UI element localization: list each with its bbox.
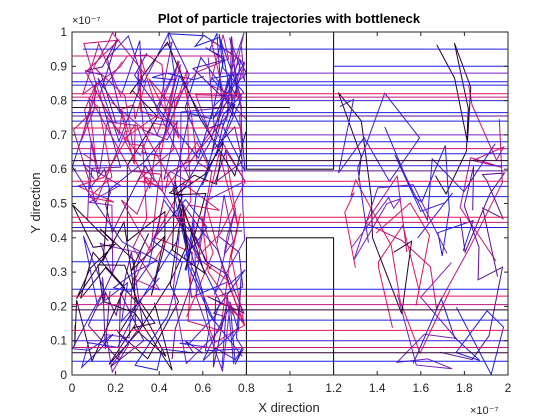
trajectory-line	[87, 32, 245, 226]
x-tick-label: 1	[287, 381, 294, 395]
x-tick-label: 0.6	[194, 381, 211, 395]
trajectory-line	[168, 141, 224, 275]
x-tick-label: 0.8	[238, 381, 255, 395]
x-tick-label: 1.4	[369, 381, 386, 395]
x-tick-label: 0.2	[107, 381, 124, 395]
trajectory-line	[93, 32, 169, 291]
trajectory-line	[152, 33, 243, 157]
x-tick-label: 1.8	[456, 381, 473, 395]
y-tick-label: 0.4	[50, 231, 67, 245]
x-tick-label: 1.2	[325, 381, 342, 395]
y-tick-label: 0.5	[50, 197, 67, 211]
y-tick-label: 0.9	[50, 59, 67, 73]
trajectory-line	[375, 202, 431, 328]
x-axis-ticks: 0 0.2 0.4 0.6 0.8 1 1.2 1.4 1.6 1.8 2	[69, 32, 512, 395]
trajectory-line	[395, 262, 458, 370]
trajectory-line	[72, 235, 180, 370]
y-axis-exponent: ×10⁻⁷	[72, 15, 100, 27]
trajectory-line	[97, 32, 190, 192]
y-tick-label: 0	[60, 368, 67, 382]
y-axis-ticks: 0 0.1 0.2 0.3 0.4 0.5 0.6 0.7 0.8 0.9 1	[50, 25, 508, 382]
y-tick-label: 0.3	[50, 265, 67, 279]
trajectory-line	[72, 179, 188, 365]
x-axis-label: X direction	[258, 400, 319, 415]
trajectory-line	[72, 39, 142, 205]
x-axis-exponent: ×10⁻⁷	[470, 405, 498, 417]
trajectory-line	[87, 243, 145, 368]
horizontal-segments	[72, 48, 508, 362]
trajectory-line	[72, 90, 241, 352]
trajectory-line	[134, 33, 248, 186]
y-tick-label: 0.2	[50, 299, 67, 313]
y-tick-label: 0.1	[50, 334, 67, 348]
trajectory-line	[439, 166, 504, 361]
trajectory-line	[364, 119, 503, 310]
y-tick-label: 0.8	[50, 94, 67, 108]
trajectory-line	[172, 33, 241, 323]
x-tick-label: 1.6	[412, 381, 429, 395]
y-tick-label: 1	[60, 25, 67, 39]
trajectory-line	[171, 211, 245, 368]
x-tick-label: 2	[505, 381, 512, 395]
trajectory-line	[80, 82, 164, 254]
y-axis-label: Y direction	[28, 172, 43, 233]
x-tick-label: 0	[69, 381, 76, 395]
chart-title: Plot of particle trajectories with bottl…	[158, 11, 421, 26]
trajectory-line	[344, 178, 451, 355]
trajectory-line	[192, 36, 243, 184]
y-tick-label: 0.7	[50, 128, 67, 142]
y-tick-label: 0.6	[50, 162, 67, 176]
trajectory-line	[195, 149, 246, 344]
trajectory-line	[351, 184, 448, 261]
trajectory-line	[213, 37, 246, 295]
x-tick-label: 0.4	[151, 381, 168, 395]
